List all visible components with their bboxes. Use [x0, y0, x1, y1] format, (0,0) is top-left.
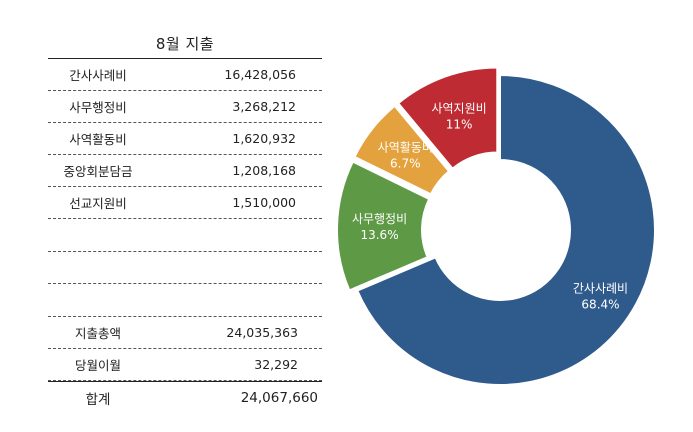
total-row: 합계 24,067,660 [48, 380, 322, 414]
row-label: 간사사례비 [69, 68, 127, 83]
slice-name-label: 사무행정비 [352, 211, 407, 226]
subtotal-label: 지출총액 [74, 325, 121, 341]
ledger-row: 사무행정비 3,268,212 [48, 91, 322, 123]
slice-name-label: 간사사례비 [573, 281, 628, 295]
carry-row: 당월이월 32,292 [48, 349, 322, 381]
slice-percent-label: 13.6% [360, 228, 398, 242]
ledger-title: 8월 지출 [48, 30, 322, 59]
slice-percent-label: 6.7% [390, 157, 421, 171]
ledger-row: 선교지원비 1,510,000 [48, 187, 322, 219]
total-label: 합계 [85, 391, 111, 408]
row-value: 3,268,212 [232, 99, 296, 114]
slice-name-label: 사역활동비 [378, 141, 433, 155]
expense-ledger: 8월 지출 간사사례비 16,428,056 사무행정비 3,268,212 사… [48, 30, 322, 414]
empty-row [48, 284, 322, 317]
ledger-row: 사역활동비 1,620,932 [48, 123, 322, 155]
slice-percent-label: 11% [446, 118, 473, 132]
row-label: 중앙회분담금 [63, 164, 133, 179]
subtotal-row: 지출총액 24,035,363 [48, 317, 322, 349]
ledger-row: 중앙회분담금 1,208,168 [48, 155, 322, 187]
donut-slice [353, 104, 451, 196]
row-value: 1,620,932 [232, 131, 296, 146]
donut-slice [336, 160, 431, 292]
row-label: 사무행정비 [69, 100, 127, 115]
row-value: 16,428,056 [224, 67, 296, 82]
total-value: 24,067,660 [240, 389, 318, 406]
donut-slice [356, 73, 656, 386]
subtotal-value: 24,035,363 [226, 324, 298, 340]
carry-value: 32,292 [254, 356, 298, 372]
donut-chart: 간사사례비 68.4% 사무행정비 13.6% 사역활동비 6.7% 사역지원비 11% [336, 66, 656, 386]
empty-row [48, 219, 322, 252]
donut-slice [396, 66, 499, 171]
row-label: 사역활동비 [69, 132, 127, 147]
carry-label: 당월이월 [74, 357, 121, 373]
ledger-row: 간사사례비 16,428,056 [48, 59, 322, 91]
row-value: 1,208,168 [232, 163, 296, 178]
slice-name-label: 사역지원비 [431, 102, 486, 116]
slice-percent-label: 68.4% [581, 297, 619, 311]
row-label: 선교지원비 [69, 196, 127, 211]
empty-row [48, 252, 322, 284]
row-value: 1,510,000 [232, 195, 296, 210]
